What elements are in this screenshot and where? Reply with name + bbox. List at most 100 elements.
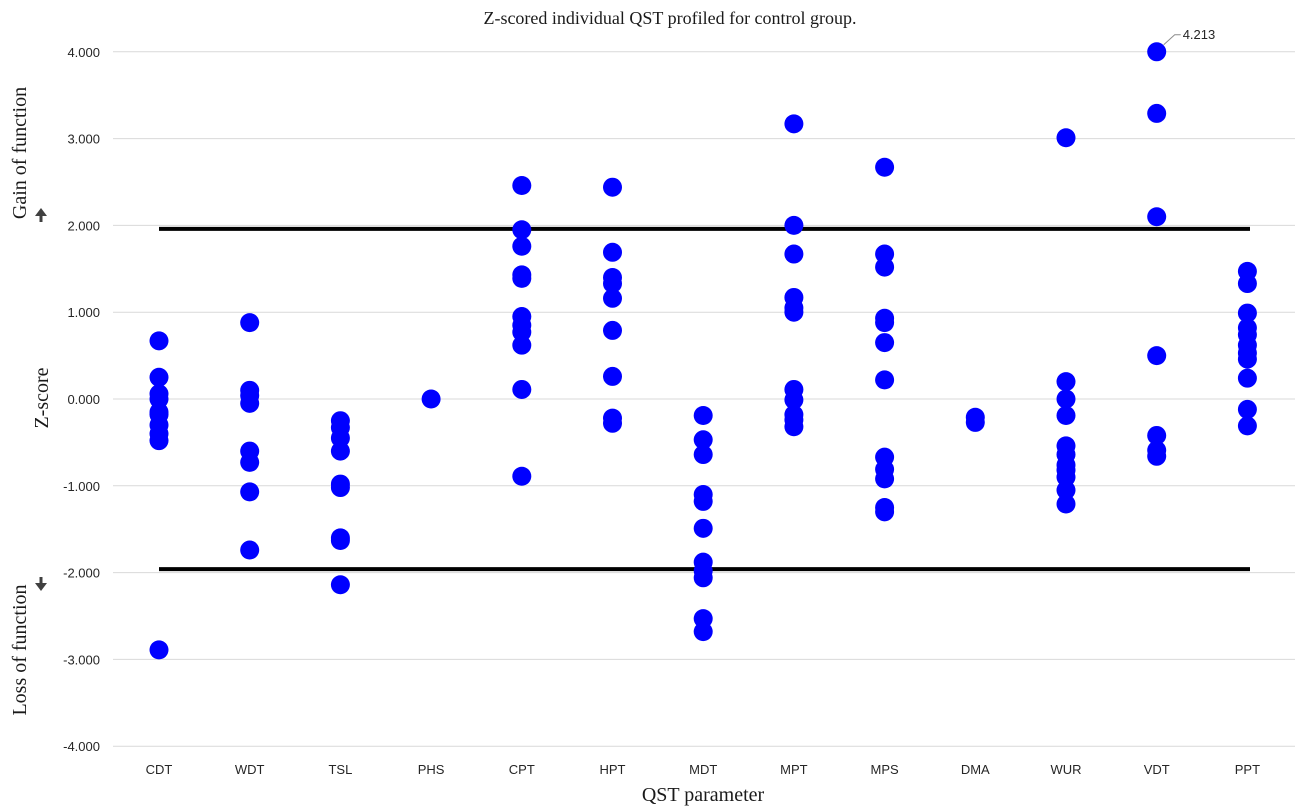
x-tick-label: MPT [780, 762, 808, 777]
annotations: 4.213 [1163, 27, 1216, 46]
loss-of-function-label: Loss of function [9, 584, 31, 715]
down-arrow-icon [35, 577, 47, 591]
data-point [693, 568, 713, 588]
data-point [512, 220, 532, 240]
data-point [1237, 349, 1257, 369]
y-axis-title: Z-score [31, 367, 53, 428]
data-point [1147, 207, 1167, 227]
x-tick-label: CPT [509, 762, 535, 777]
data-point [330, 478, 350, 498]
data-point [603, 288, 622, 308]
data-point [603, 413, 622, 433]
data-point [603, 177, 622, 197]
data-point [1056, 128, 1076, 148]
data-point [603, 274, 622, 294]
x-tick-label: CDT [146, 762, 173, 777]
data-point [693, 491, 713, 511]
data-point [603, 366, 622, 386]
data-point [1056, 405, 1076, 425]
y-tick-label: 2.000 [67, 218, 100, 233]
data-point [240, 393, 260, 413]
up-arrow-icon [35, 208, 47, 222]
data-point [693, 518, 713, 538]
data-point [149, 331, 169, 351]
data-point [149, 389, 169, 409]
data-point [512, 466, 532, 486]
data-point [1147, 425, 1167, 445]
data-point [1147, 346, 1167, 366]
y-tick-label: -2.000 [63, 566, 100, 581]
data-point [603, 242, 622, 262]
x-tick-label: VDT [1144, 762, 1170, 777]
data-point [1237, 303, 1257, 323]
data-point [693, 405, 713, 425]
annotation-label: 4.213 [1183, 27, 1216, 42]
data-point [1056, 372, 1076, 392]
y-tick-label: -3.000 [63, 652, 100, 667]
data-point [784, 244, 804, 264]
data-point [1056, 480, 1076, 500]
data-point [965, 412, 985, 432]
data-point [1147, 103, 1167, 123]
data-point [875, 502, 895, 522]
data-point [512, 322, 532, 342]
y-tick-label: 1.000 [67, 305, 100, 320]
data-point [1237, 416, 1257, 436]
data-point [875, 257, 895, 277]
data-point [330, 575, 350, 595]
data-point [512, 335, 532, 355]
x-axis-title: QST parameter [642, 784, 765, 806]
x-tick-label: WDT [235, 762, 265, 777]
y-axis-ticks: 4.000 3.000 2.000 1.000 0.000 -1.000 -2.000 -3.… [63, 45, 100, 754]
data-point [1147, 42, 1167, 62]
data-point [512, 175, 532, 195]
data-point [1056, 389, 1076, 409]
x-tick-label: HPT [600, 762, 626, 777]
data-point [1056, 494, 1076, 514]
x-tick-label: WUR [1050, 762, 1081, 777]
annotation-leader-line [1163, 34, 1181, 46]
data-point [1147, 446, 1167, 466]
data-point [784, 215, 804, 235]
x-tick-label: MPS [871, 762, 900, 777]
data-point [784, 302, 804, 322]
data-point [149, 431, 169, 451]
data-point [240, 482, 260, 502]
data-point [693, 430, 713, 450]
data-point [784, 417, 804, 437]
data-point [512, 236, 532, 256]
data-point [421, 389, 441, 409]
data-point [330, 530, 350, 550]
data-point [784, 114, 804, 134]
data-point [1237, 368, 1257, 388]
x-axis-ticks: CDT WDT TSL PHS CPT HPT MDT MPT MPS DMA WUR VDT PPT [146, 762, 1260, 777]
data-point [512, 379, 532, 399]
data-point [330, 428, 350, 448]
data-point [875, 313, 895, 333]
data-point [1237, 399, 1257, 419]
data-point [875, 157, 895, 177]
data-point [875, 333, 895, 353]
data-point [875, 244, 895, 264]
data-point [693, 622, 713, 642]
gridlines [113, 51, 1295, 747]
data-points [149, 42, 1257, 660]
x-tick-label: TSL [328, 762, 352, 777]
data-point [693, 445, 713, 465]
x-tick-label: PHS [418, 762, 445, 777]
data-point [875, 370, 895, 390]
y-tick-label: 0.000 [67, 392, 100, 407]
x-tick-label: DMA [961, 762, 990, 777]
data-point [240, 313, 260, 333]
y-tick-label: 3.000 [67, 132, 100, 147]
data-point [875, 469, 895, 489]
x-tick-label: PPT [1235, 762, 1260, 777]
data-point [1056, 467, 1076, 487]
x-tick-label: MDT [689, 762, 717, 777]
data-point [512, 268, 532, 288]
data-point [240, 452, 260, 472]
data-point [240, 540, 260, 560]
data-point [693, 609, 713, 629]
data-point [149, 367, 169, 387]
